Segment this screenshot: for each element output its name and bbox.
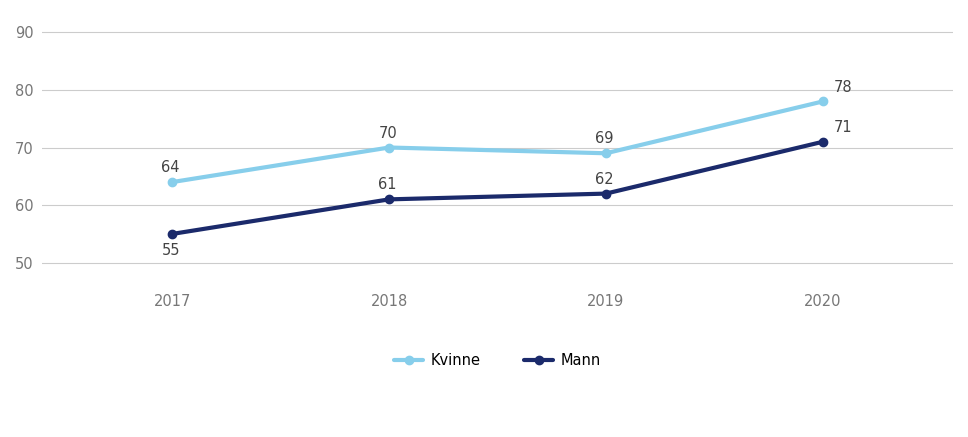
Mann (383, 197, 395, 202)
Kvinne (600, 151, 612, 156)
Kvinne (817, 99, 829, 104)
Mann (600, 191, 612, 196)
Line: Mann: Mann (168, 138, 827, 238)
Legend: Kvinne, Mann: Kvinne, Mann (388, 347, 607, 374)
Text: 62: 62 (595, 172, 614, 187)
Text: 55: 55 (162, 243, 180, 257)
Mann (166, 231, 178, 236)
Text: 70: 70 (378, 125, 397, 141)
Text: 64: 64 (162, 160, 180, 175)
Mann (817, 139, 829, 144)
Kvinne (166, 180, 178, 185)
Text: 78: 78 (833, 80, 853, 94)
Text: 71: 71 (833, 120, 853, 135)
Line: Kvinne: Kvinne (168, 97, 827, 186)
Kvinne (383, 145, 395, 150)
Text: 69: 69 (595, 132, 614, 146)
Text: 61: 61 (378, 177, 397, 192)
